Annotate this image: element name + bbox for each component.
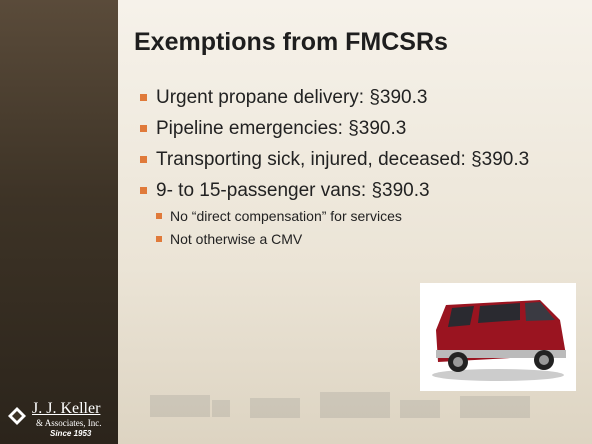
bullet: Transporting sick, injured, deceased: §3… xyxy=(140,148,556,172)
bullet-list: Urgent propane delivery: §390.3 Pipeline… xyxy=(140,86,570,255)
logo-emblem xyxy=(8,407,26,425)
truck-silhouettes xyxy=(150,392,530,418)
sub-bullet: No “direct compensation” for services xyxy=(156,207,570,225)
slide: Exemptions from FMCSRs Urgent propane de… xyxy=(0,0,592,444)
slide-title: Exemptions from FMCSRs xyxy=(134,28,448,57)
sub-list: No “direct compensation” for services No… xyxy=(156,207,570,248)
van-photo xyxy=(420,283,576,391)
bullet-text: Urgent propane delivery: §390.3 xyxy=(156,87,427,108)
logo-company: & Associates, Inc. xyxy=(36,418,102,428)
bullet-text: Pipeline emergencies: §390.3 xyxy=(156,118,406,139)
bullet: Pipeline emergencies: §390.3 xyxy=(140,117,570,141)
logo-name: J. J. Keller xyxy=(32,400,100,418)
bullet: Urgent propane delivery: §390.3 xyxy=(140,86,570,110)
bullet: 9- to 15-passenger vans: §390.3 No “dire… xyxy=(140,179,570,248)
bullet-text: 9- to 15-passenger vans: §390.3 xyxy=(156,180,430,201)
bullet-text: Transporting sick, injured, deceased: §3… xyxy=(156,149,529,170)
logo-since: Since 1953 xyxy=(50,429,91,438)
sub-bullet: Not otherwise a CMV xyxy=(156,230,570,248)
